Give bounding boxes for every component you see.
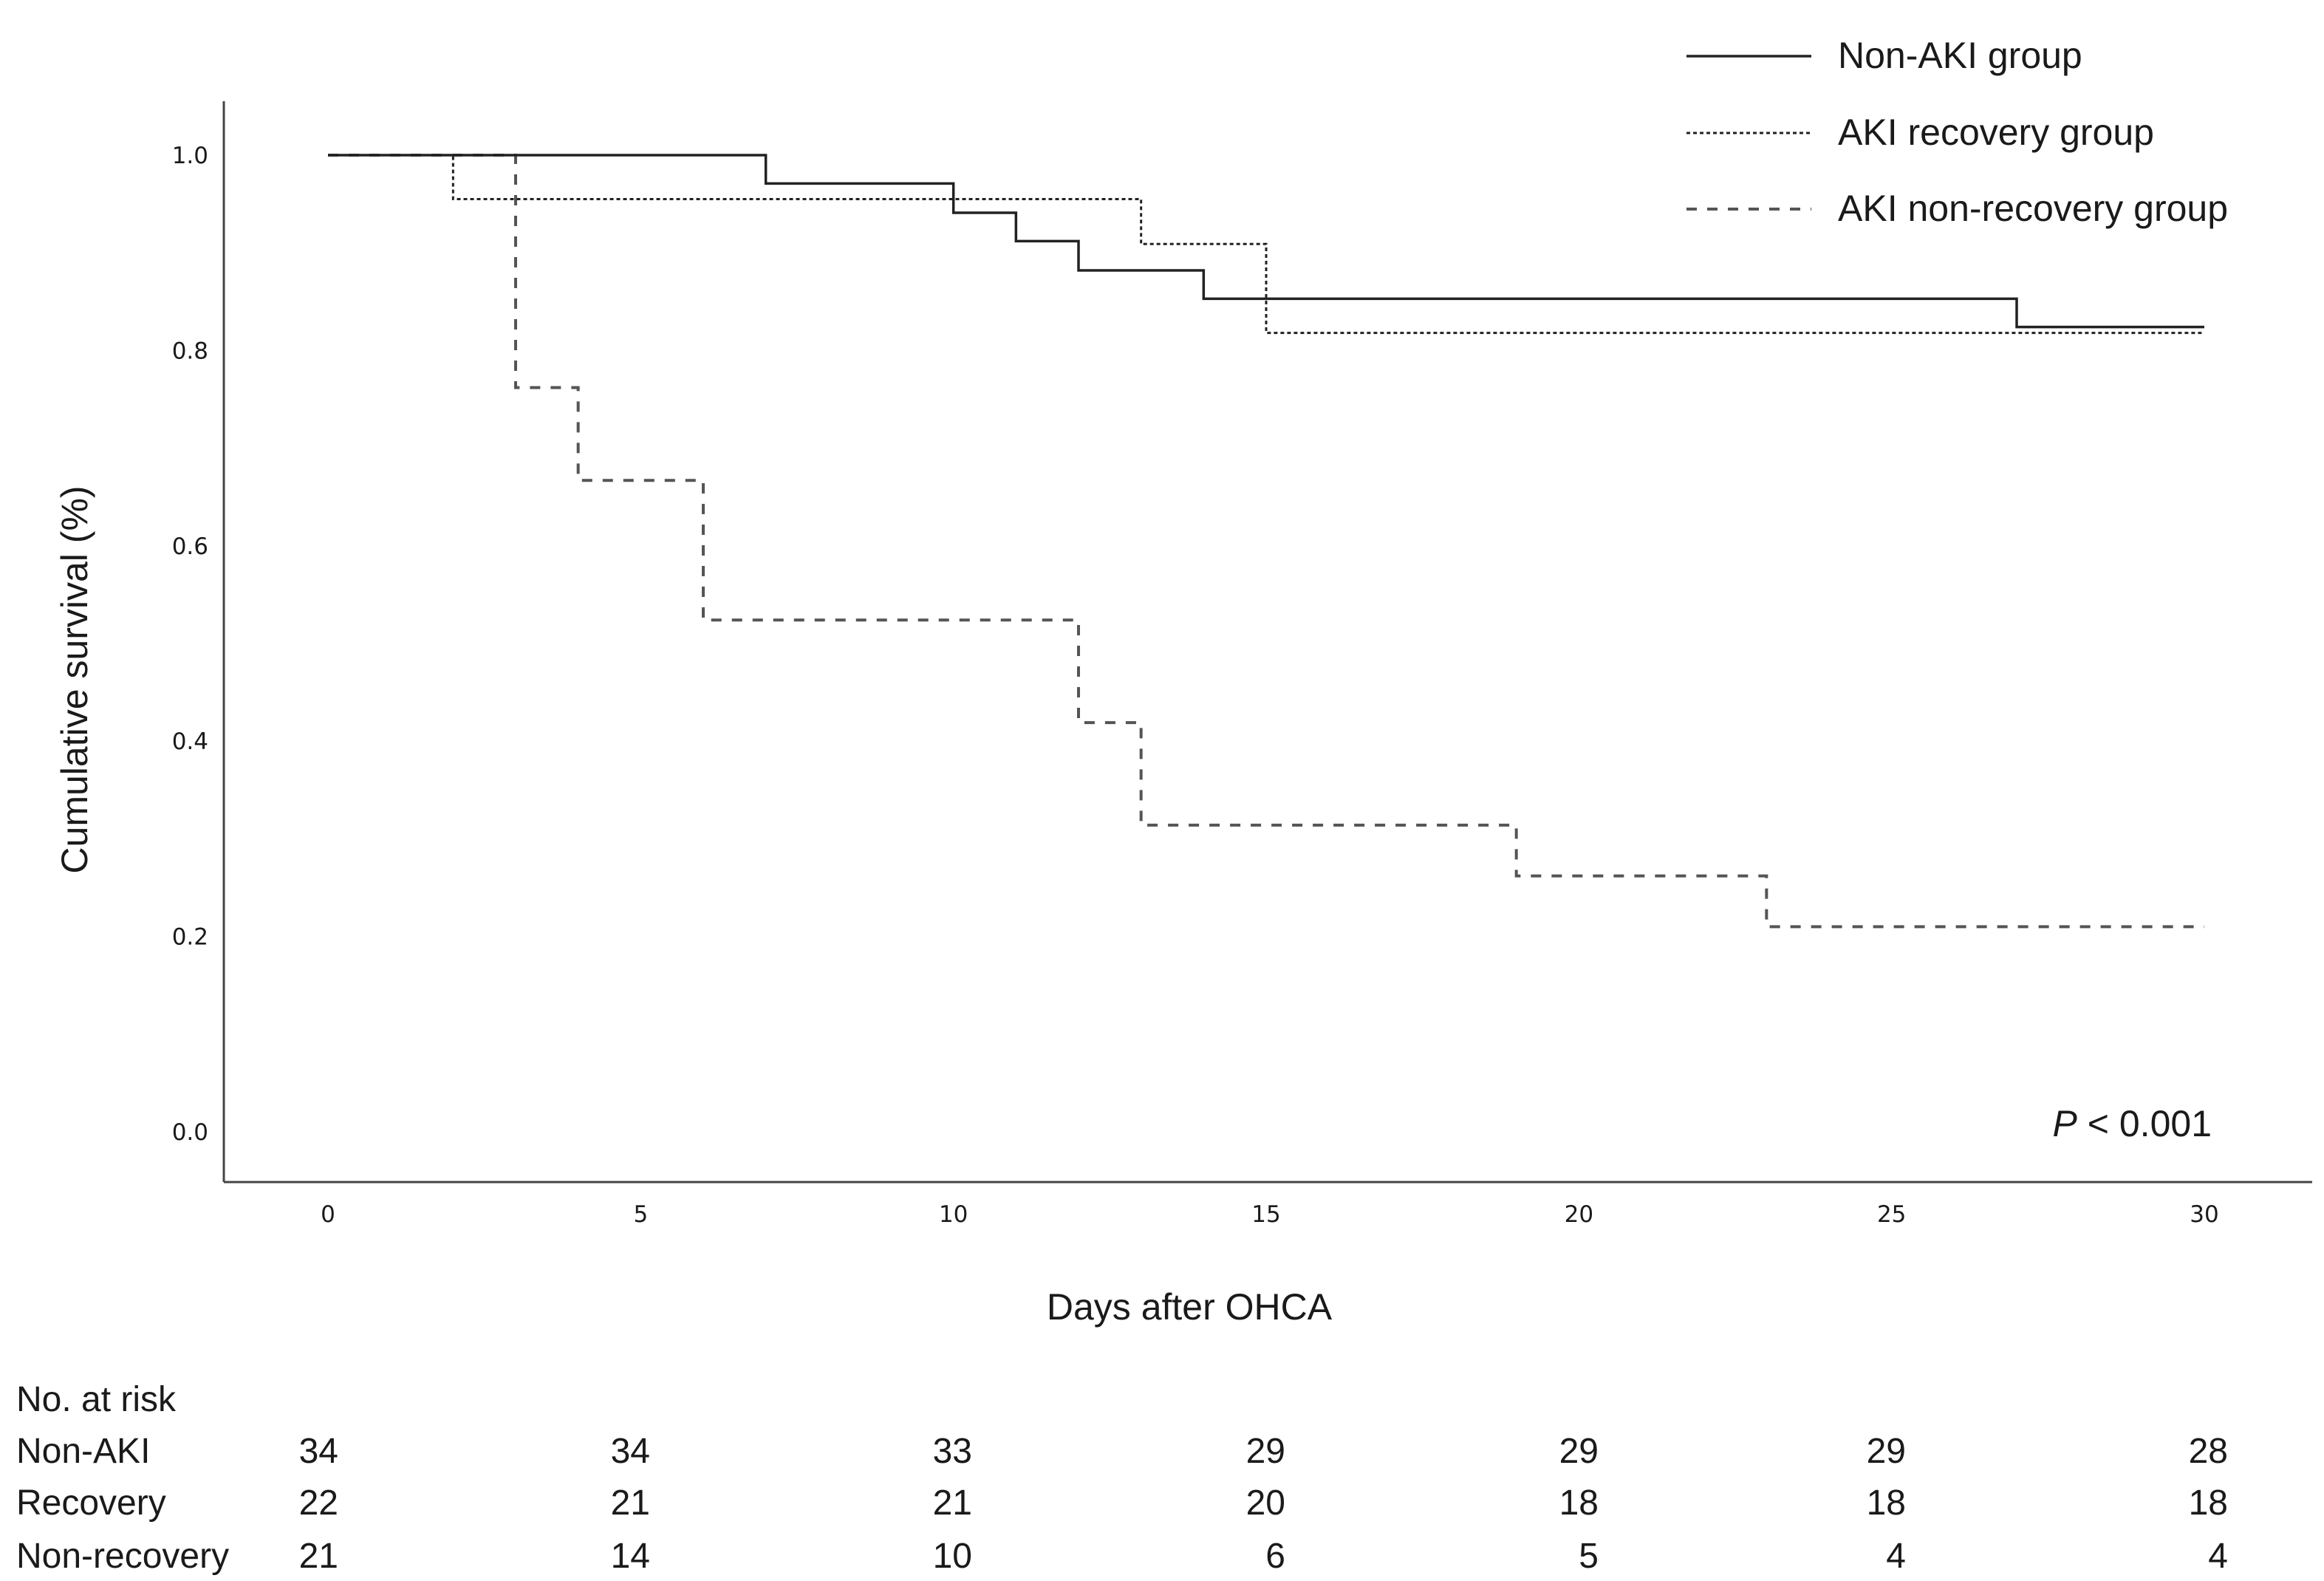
survival-curve-solid	[328, 154, 2204, 329]
y-tick-label: 0.8	[172, 338, 208, 364]
risk-cell: 29	[1559, 1432, 1599, 1471]
y-tick-label: 1.0	[172, 143, 208, 169]
x-tick-label: 30	[2190, 1201, 2218, 1228]
legend-label: AKI non-recovery group	[1838, 188, 2228, 229]
legend: Non-AKI group AKI recovery group AKI non-r…	[1686, 35, 2228, 229]
risk-row-label: Recovery	[16, 1483, 166, 1523]
x-tick-label: 10	[939, 1201, 968, 1228]
x-tick-label: 25	[1877, 1201, 1906, 1228]
x-tick-labels: 0 5 10 15 20 25 30	[321, 1201, 2219, 1228]
risk-cell: 4	[2208, 1537, 2228, 1576]
risk-cell: 18	[2189, 1483, 2228, 1523]
p-value-symbol: P	[2053, 1103, 2078, 1144]
risk-row-label: Non-recovery	[16, 1537, 229, 1576]
risk-cell: 34	[299, 1432, 338, 1471]
survival-curve-dashed	[328, 154, 2204, 929]
axes	[222, 101, 2312, 1184]
risk-table: No. at risk Non-AKI 34 34 33 29 29 29 28 Recover…	[16, 1380, 2228, 1576]
x-tick-label: 5	[633, 1201, 648, 1228]
risk-cell: 29	[1246, 1432, 1285, 1471]
risk-cell: 10	[933, 1537, 972, 1576]
risk-cell: 18	[1867, 1483, 1906, 1523]
y-tick-label: 0.2	[172, 924, 208, 951]
risk-cell: 20	[1246, 1483, 1285, 1523]
x-tick-label: 20	[1565, 1201, 1593, 1228]
y-tick-labels: 0.0 0.2 0.4 0.6 0.8 1.0	[172, 143, 208, 1146]
risk-cell: 4	[1886, 1537, 1906, 1576]
x-tick-label: 0	[321, 1201, 335, 1228]
risk-cell: 34	[611, 1432, 650, 1471]
risk-cell: 6	[1265, 1537, 1285, 1576]
risk-cell: 28	[2189, 1432, 2228, 1471]
y-axis-title: Cumulative survival (%)	[54, 485, 95, 873]
risk-cell: 21	[611, 1483, 650, 1523]
risk-cell: 22	[299, 1483, 338, 1523]
x-tick-label: 15	[1251, 1201, 1280, 1228]
survival-curves	[328, 154, 2204, 929]
risk-cell: 14	[611, 1537, 650, 1576]
p-value-annotation: P < 0.001	[2053, 1103, 2212, 1144]
legend-label: AKI recovery group	[1838, 112, 2154, 153]
legend-label: Non-AKI group	[1838, 35, 2082, 76]
risk-cell: 18	[1559, 1483, 1599, 1523]
risk-cell: 5	[1579, 1537, 1599, 1576]
risk-table-title: No. at risk	[16, 1380, 177, 1419]
survival-curve-dotted	[328, 154, 2204, 335]
x-axis-title: Days after OHCA	[1047, 1286, 1333, 1328]
risk-row-label: Non-AKI	[16, 1432, 150, 1471]
risk-cell: 29	[1867, 1432, 1906, 1471]
risk-cell: 21	[933, 1483, 972, 1523]
y-tick-label: 0.4	[172, 728, 208, 755]
p-value-text: < 0.001	[2077, 1103, 2212, 1144]
risk-cell: 21	[299, 1537, 338, 1576]
y-tick-label: 0.0	[172, 1119, 208, 1146]
y-tick-label: 0.6	[172, 533, 208, 560]
risk-cell: 33	[933, 1432, 972, 1471]
